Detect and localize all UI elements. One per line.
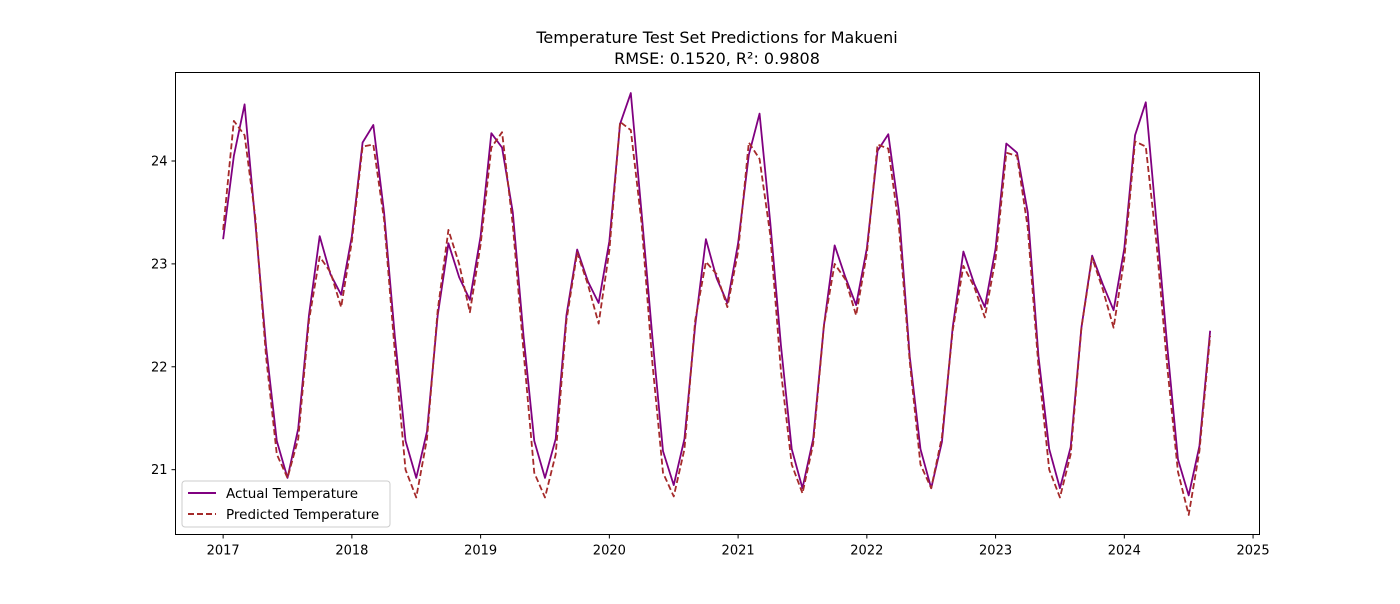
- legend-frame: [181, 480, 391, 528]
- x-tick-label-2022: 2022: [850, 544, 883, 559]
- x-tick-label-2024: 2024: [1108, 544, 1141, 559]
- x-tick-label-2023: 2023: [979, 544, 1012, 559]
- x-tick-label-2021: 2021: [722, 544, 755, 559]
- y-axis: 21 22 23 24: [151, 154, 176, 478]
- chart-title: Temperature Test Set Predictions for Mak…: [535, 28, 897, 47]
- x-tick-label-2019: 2019: [464, 544, 497, 559]
- chart-subtitle: RMSE: 0.1520, R²: 0.9808: [614, 49, 820, 68]
- x-axis: 2017 2018 2019 2020 2021 2022 2023 2024 2025: [207, 534, 1270, 559]
- series-line-actual: [222, 92, 1212, 497]
- y-tick-label-24: 24: [151, 154, 168, 169]
- legend-label-actual: Actual Temperature: [226, 486, 358, 502]
- y-tick-label-23: 23: [151, 257, 168, 272]
- legend: Actual Temperature Predicted Temperature: [181, 480, 391, 528]
- series-line-predicted: [222, 119, 1212, 516]
- legend-label-predicted: Predicted Temperature: [226, 507, 379, 523]
- x-tick-label-2018: 2018: [335, 544, 368, 559]
- x-tick-label-2017: 2017: [207, 544, 240, 559]
- plot-area: [222, 92, 1212, 516]
- x-tick-label-2020: 2020: [593, 544, 626, 559]
- y-tick-label-21: 21: [151, 463, 168, 478]
- y-tick-label-22: 22: [151, 360, 168, 375]
- x-tick-label-2025: 2025: [1237, 544, 1270, 559]
- plot-frame: [175, 72, 1260, 535]
